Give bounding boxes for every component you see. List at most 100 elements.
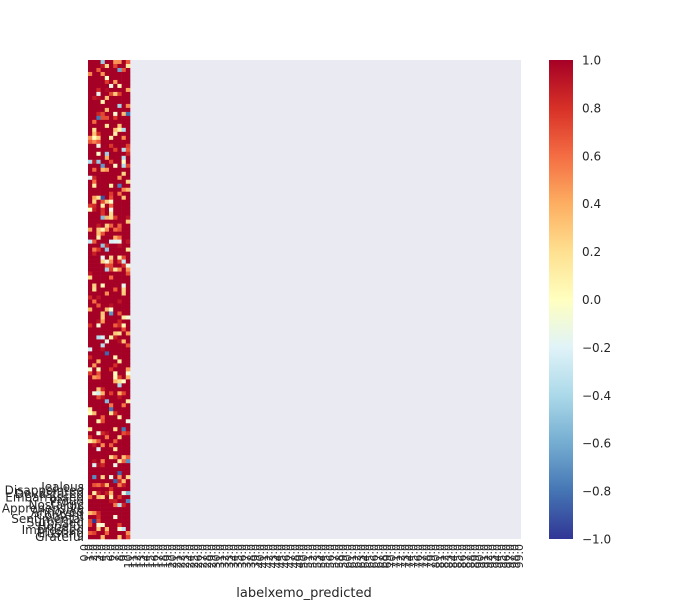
heatmap-cell (96, 527, 101, 532)
heatmap-cell (109, 247, 114, 252)
heatmap-cell (104, 427, 110, 432)
heatmap-cell (92, 159, 97, 165)
heatmap-cell (100, 499, 106, 504)
x-tick-label: 45.0 (276, 544, 289, 569)
heatmap-cell (109, 347, 114, 352)
heatmap-cell (100, 259, 106, 264)
heatmap-cell (104, 383, 110, 388)
heatmap-cell (125, 259, 131, 264)
heatmap-cell (100, 287, 106, 292)
heatmap-cell (104, 431, 110, 436)
heatmap-cell (88, 239, 93, 244)
heatmap-cell (104, 143, 110, 149)
heatmap-cell (104, 239, 110, 244)
heatmap-cell (88, 459, 93, 464)
heatmap-cell (125, 79, 131, 85)
heatmap-cell (100, 71, 106, 77)
heatmap-cell (113, 307, 118, 312)
heatmap-cell (113, 215, 118, 220)
heatmap-cell (92, 211, 97, 216)
heatmap-cell (96, 287, 101, 292)
heatmap-cell (104, 155, 110, 161)
heatmap-cell (92, 251, 97, 256)
heatmap-cell (109, 351, 114, 356)
heatmap-cell (92, 179, 97, 185)
heatmap-cell (117, 139, 122, 145)
heatmap-cell (117, 67, 122, 73)
heatmap-cell (100, 435, 106, 440)
heatmap-cell (88, 87, 93, 93)
heatmap-cell (125, 363, 131, 368)
heatmap-cell (125, 191, 131, 197)
heatmap-cell (104, 291, 110, 296)
x-tick-label: 44.0 (271, 544, 284, 569)
heatmap-cell (125, 115, 131, 121)
heatmap-cell (100, 319, 106, 324)
heatmap-cell (96, 135, 101, 141)
heatmap-cell (109, 79, 114, 85)
heatmap-cell (125, 447, 131, 452)
heatmap-cell (100, 351, 106, 356)
heatmap-cell (109, 411, 114, 416)
heatmap-cell (92, 259, 97, 264)
x-tick-label: 42.0 (263, 544, 276, 569)
heatmap-cell (96, 427, 101, 432)
heatmap-cell (88, 395, 93, 400)
heatmap-cell (117, 191, 122, 197)
heatmap-cell (96, 399, 101, 404)
heatmap-cell (121, 435, 127, 440)
heatmap-cell (100, 467, 106, 472)
heatmap-cell (92, 139, 97, 145)
x-tick-label: 54.0 (315, 544, 328, 569)
heatmap-cell (117, 131, 122, 137)
heatmap-cell (104, 147, 110, 153)
heatmap-cell (96, 443, 101, 448)
heatmap-cell (92, 439, 97, 444)
heatmap-cell (88, 535, 93, 540)
heatmap-cell (121, 363, 127, 368)
heatmap-cell (88, 355, 93, 360)
heatmap-cell (109, 435, 114, 440)
heatmap-cell (113, 399, 118, 404)
heatmap-cell (113, 95, 118, 101)
heatmap-cell (109, 251, 114, 256)
heatmap-cell (96, 531, 101, 536)
heatmap-cell (104, 467, 110, 472)
heatmap-cell (125, 315, 131, 320)
heatmap-cell (100, 155, 106, 161)
heatmap-cell (117, 99, 122, 105)
heatmap-cell (96, 303, 101, 308)
heatmap-cell (88, 255, 93, 260)
heatmap-cell (109, 383, 114, 388)
heatmap-cell (125, 299, 131, 304)
y-tick-label: Jealous (40, 480, 84, 494)
heatmap-cell (117, 323, 122, 328)
heatmap-cell (92, 163, 97, 169)
heatmap-cell (92, 95, 97, 101)
heatmap-cell (88, 315, 93, 320)
y-tick-label: Hopeful (37, 519, 84, 533)
heatmap-cell (125, 411, 131, 416)
heatmap-cell (96, 251, 101, 256)
heatmap-cell (92, 87, 97, 93)
heatmap-cell (104, 443, 110, 448)
heatmap-cell (104, 67, 110, 73)
heatmap-cell (88, 479, 93, 484)
heatmap-cell (109, 455, 114, 460)
heatmap-cell (88, 419, 93, 424)
heatmap-cell (117, 231, 122, 236)
heatmap-cell (113, 231, 118, 236)
heatmap-cell (96, 411, 101, 416)
x-tick-label: 62.0 (350, 544, 363, 569)
heatmap-cell (100, 415, 106, 420)
heatmap-cell (104, 75, 110, 81)
x-tick-label: 65.0 (364, 544, 377, 569)
heatmap-cell (104, 247, 110, 252)
heatmap-cell (104, 303, 110, 308)
x-tick-label: 66.0 (368, 544, 381, 569)
heatmap-cell (125, 475, 131, 480)
heatmap-cell (96, 439, 101, 444)
heatmap-cell (109, 271, 114, 276)
heatmap-cell (104, 499, 110, 504)
